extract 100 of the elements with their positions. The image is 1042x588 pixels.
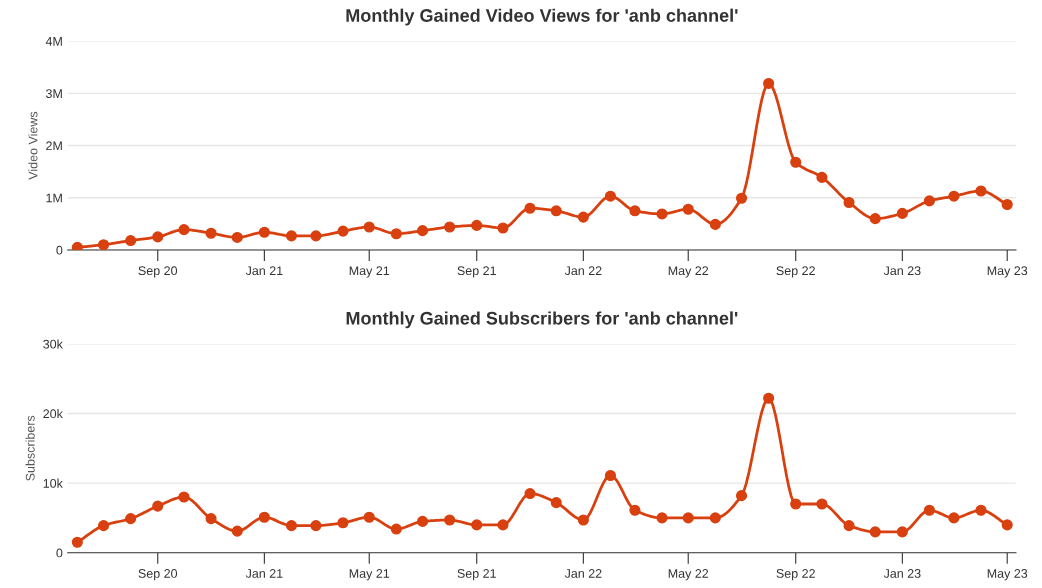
point [763,77,775,89]
point [735,490,748,502]
point [258,511,270,523]
point [577,211,589,223]
point [471,219,483,231]
point [629,504,641,516]
point [497,519,509,531]
y-axis-title: Subscribers [25,415,35,481]
x-tick-label: Sep 20 [138,266,178,278]
point [125,235,137,247]
point [337,225,349,237]
point [843,520,855,532]
x-tick-label: Jan 23 [883,569,921,578]
point [604,469,617,482]
point [790,498,802,510]
point [71,536,83,548]
point [205,513,217,525]
point [390,523,402,535]
x-tick-label: Jan 22 [564,569,602,578]
point [869,526,881,538]
x-tick-label: Sep 21 [457,266,496,278]
point [948,512,960,524]
point [285,520,298,532]
point [390,228,402,240]
point [896,526,908,538]
point [310,230,322,242]
point [923,195,935,207]
point [1001,519,1013,531]
point [98,520,110,532]
x-tick-label: Jan 22 [564,266,602,276]
x-tick-label: Jan 21 [245,569,283,578]
y-tick-label: 0 [56,245,63,255]
point [258,226,270,238]
y-tick-label: 20k [43,408,63,419]
point [152,231,164,243]
point [363,511,375,523]
y-tick-label: 1M [46,193,62,203]
point [735,192,748,204]
point [656,208,668,220]
point [444,221,456,233]
y-tick-label: 4M [45,37,62,46]
point [285,230,298,242]
point [416,515,429,527]
x-tick-label: May 23 [987,569,1028,581]
point [1001,198,1013,211]
point [524,488,536,500]
point [98,239,110,250]
point [444,514,456,526]
point [604,190,617,202]
point [629,205,641,217]
point [763,392,775,404]
y-tick-label: 30k [43,339,63,349]
point [178,491,190,503]
point [125,513,137,525]
x-tick-label: May 21 [349,569,390,581]
point [975,504,987,516]
point [178,224,190,236]
point [869,213,881,225]
point [416,225,429,237]
y-axis-title: Video Views [28,111,38,180]
point [843,196,855,209]
x-tick-label: Sep 21 [457,569,496,581]
chart-title: Monthly Gained Video Views for 'anb channel' [346,8,738,26]
point [337,517,349,529]
point [975,185,987,197]
chart-title: Monthly Gained Subscribers for 'anb channel' [346,311,738,329]
x-tick-label: Jan 23 [883,266,921,276]
point [816,498,828,510]
point [577,514,589,526]
x-tick-label: May 23 [987,266,1028,278]
y-tick-label: 10k [43,478,63,488]
y-tick-label: 2M [46,141,62,151]
point [816,171,828,183]
point [550,497,562,509]
point [363,221,375,233]
x-tick-label: May 21 [349,266,390,278]
point [550,205,562,217]
point [948,190,960,202]
x-tick-label: Jan 21 [245,266,283,276]
x-tick-label: May 22 [668,569,709,581]
point [709,512,721,524]
point [790,156,802,168]
point [205,227,217,239]
point [231,231,243,243]
x-tick-label: Sep 22 [776,266,815,278]
point [656,512,668,524]
point [310,520,322,532]
y-tick-label: 0 [56,548,63,558]
point [152,500,164,512]
point [896,207,908,219]
point [471,519,483,531]
point [709,218,721,230]
x-tick-label: May 22 [668,266,709,278]
point [682,512,694,524]
point [71,241,83,250]
point [923,504,935,516]
x-tick-label: Sep 22 [776,569,815,581]
point [682,203,694,215]
point [497,222,509,234]
point [231,525,243,537]
